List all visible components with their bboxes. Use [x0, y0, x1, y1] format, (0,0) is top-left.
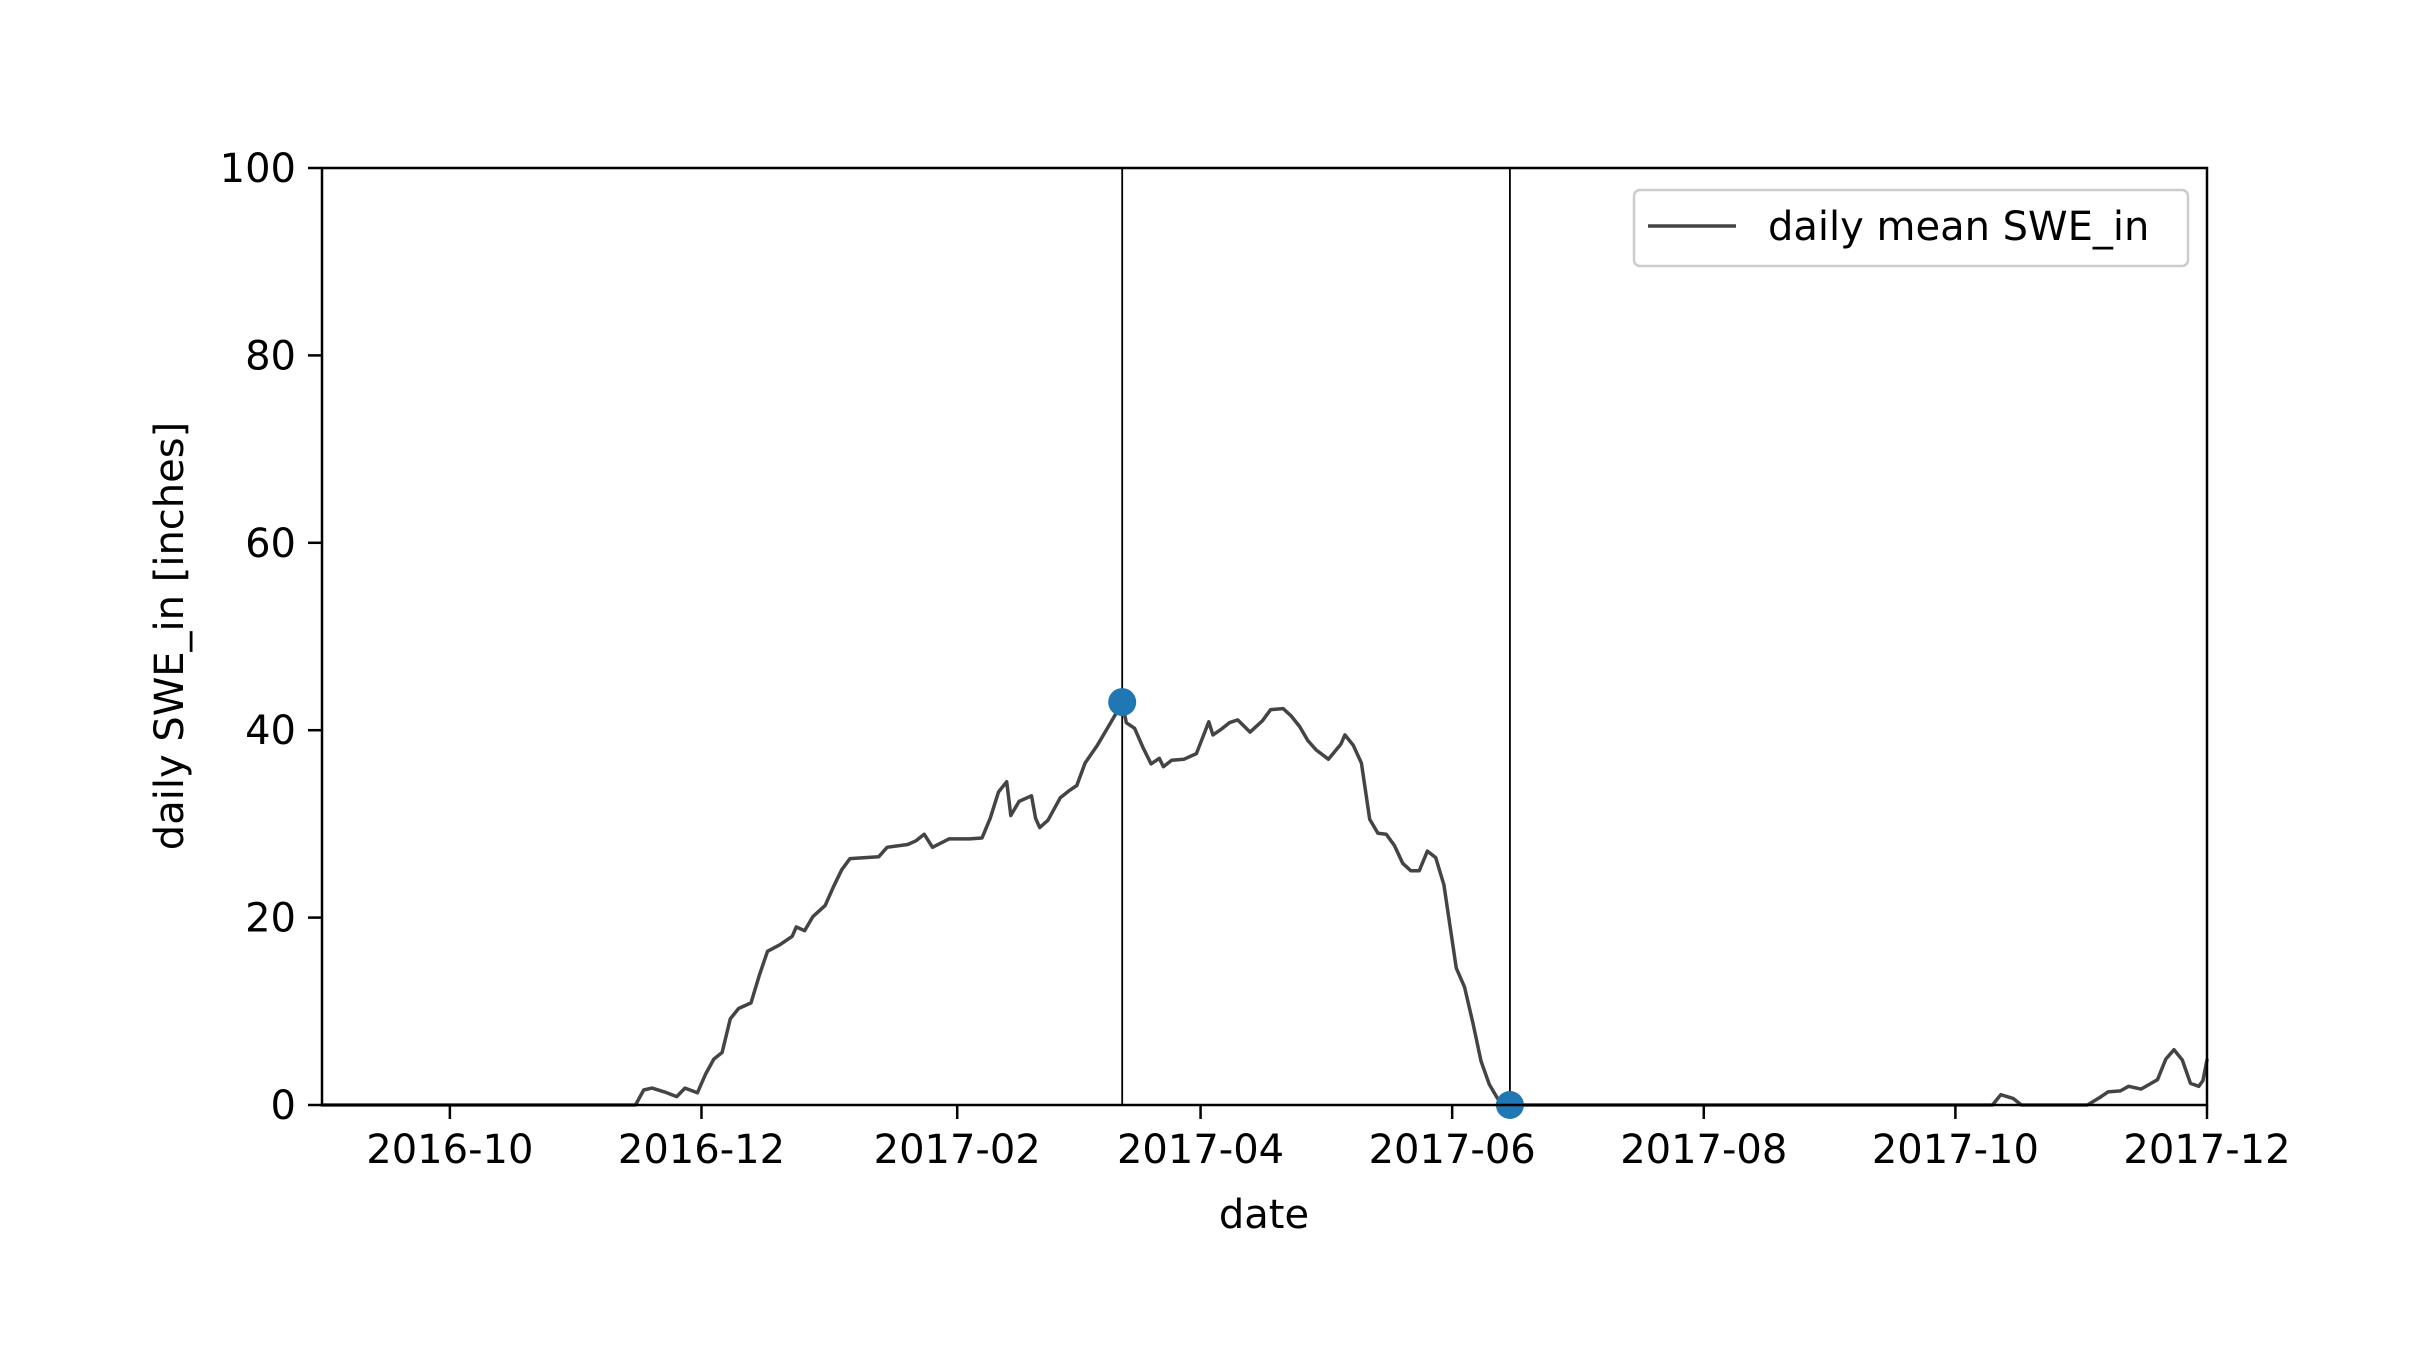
y-tick-label-1: 20 [245, 896, 296, 942]
y-tick-label-4: 80 [245, 333, 296, 379]
x-axis-ticks: 2016-10 2016-12 2017-02 2017-04 2017-06 2017-… [366, 1105, 2291, 1173]
vertical-lines [1121, 168, 1511, 1105]
y-tick-label-0: 0 [271, 1083, 296, 1129]
y-tick-label-2: 40 [245, 708, 296, 754]
x-tick-label-5: 2017-08 [1620, 1127, 1787, 1173]
y-tick-label-3: 60 [245, 521, 296, 567]
x-tick-label-3: 2017-04 [1117, 1127, 1284, 1173]
legend-box [1632, 188, 2190, 268]
x-tick-label-2: 2017-02 [874, 1127, 1041, 1173]
x-tick-label-6: 2017-10 [1872, 1127, 2039, 1173]
x-tick-label-7: 2017-12 [2123, 1127, 2290, 1173]
legend: daily mean SWE_in [1632, 188, 2190, 268]
plot-area-frame [320, 166, 2209, 1107]
x-tick-label-1: 2016-12 [618, 1127, 785, 1173]
y-axis-label: daily SWE_in [inches] [147, 422, 193, 850]
x-tick-label-4: 2017-06 [1369, 1127, 1536, 1173]
y-axis-ticks: 0 20 40 60 80 100 [220, 146, 322, 1129]
marker-point-0 [1108, 688, 1137, 717]
x-tick-label-0: 2016-10 [366, 1127, 533, 1173]
x-axis-label: date [1219, 1192, 1309, 1238]
legend-label-daily-mean-swe: daily mean SWE_in [1768, 204, 2149, 250]
y-tick-label-5: 100 [220, 146, 296, 192]
